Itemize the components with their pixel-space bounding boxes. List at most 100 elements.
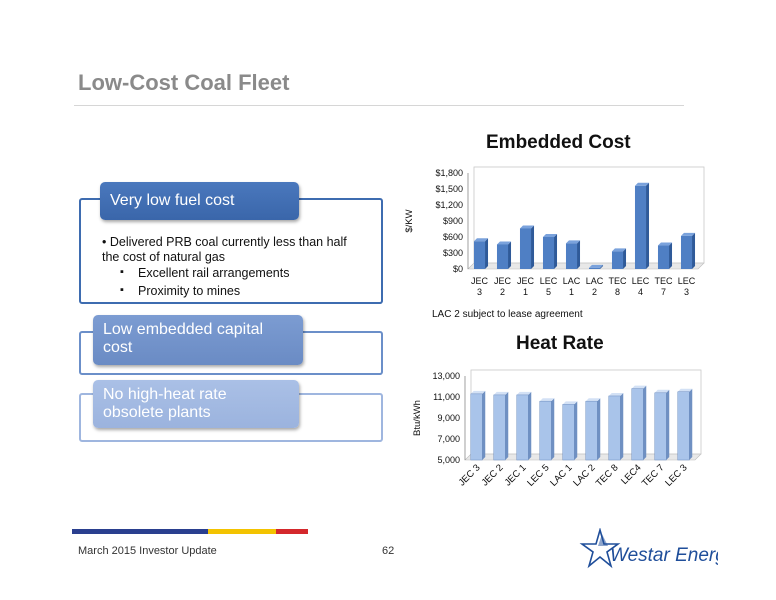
bar — [473, 241, 486, 269]
y-tick-label: 5,000 — [437, 455, 460, 465]
bar-side — [623, 248, 627, 269]
bar-side — [554, 234, 558, 269]
bar-side — [669, 242, 673, 269]
bar — [470, 393, 483, 461]
slide-title: Low-Cost Coal Fleet — [78, 70, 290, 95]
bar-top — [585, 398, 601, 402]
bar — [542, 237, 555, 269]
bar — [496, 244, 509, 269]
y-tick-label: 13,000 — [432, 371, 460, 381]
bar-top — [496, 241, 512, 245]
x-tick-label: TEC — [609, 276, 628, 286]
y-axis-label: $/KW — [404, 209, 415, 232]
bar — [516, 394, 529, 461]
bar-side — [574, 401, 578, 460]
bar — [562, 404, 575, 461]
bullet-text: • Delivered PRB coal currently less than… — [102, 235, 347, 264]
sub-item-mines: Proximity to mines — [120, 284, 240, 298]
bar — [680, 235, 693, 269]
y-tick-label: $300 — [443, 248, 463, 258]
bar-top — [634, 182, 650, 186]
y-tick-label: $900 — [443, 216, 463, 226]
page-number: 62 — [382, 545, 395, 557]
bar-top — [562, 401, 578, 405]
bar — [654, 392, 667, 461]
x-tick-label: LAC — [563, 276, 581, 286]
x-tick-label: 5 — [546, 287, 551, 297]
fuel-cost-label: Very low fuel cost — [100, 182, 299, 220]
bar-top — [631, 385, 647, 389]
x-tick-label: LAC 1 — [548, 462, 574, 488]
x-tick-label: LEC — [678, 276, 696, 286]
bar — [631, 388, 644, 461]
x-tick-label: JEC 2 — [480, 462, 506, 488]
plot-area — [473, 166, 705, 264]
y-tick-label: $1,200 — [435, 200, 463, 210]
bar — [634, 185, 647, 269]
bar-side — [689, 388, 693, 460]
x-tick-label: LEC 3 — [663, 462, 689, 488]
bar-side — [505, 391, 509, 460]
x-tick-label: JEC 3 — [457, 462, 483, 488]
footer-bar-yellow — [208, 529, 276, 534]
bar-side — [600, 264, 604, 269]
x-tick-label: TEC 8 — [594, 462, 621, 489]
x-tick-label: TEC — [655, 276, 674, 286]
bar-top — [473, 238, 489, 242]
x-tick-label: 2 — [592, 287, 597, 297]
bar-top — [519, 225, 535, 229]
bar-top — [657, 242, 673, 246]
y-tick-label: 9,000 — [437, 413, 460, 423]
x-tick-label: LEC 5 — [525, 462, 551, 488]
bar-side — [485, 238, 489, 269]
bar-top — [516, 391, 532, 395]
bar-side — [597, 398, 601, 460]
bar — [519, 228, 532, 269]
heat-rate-label: No high-heat rate obsolete plants — [93, 380, 299, 428]
chart-note: LAC 2 subject to lease agreement — [432, 309, 583, 320]
y-tick-label: $1,800 — [435, 168, 463, 178]
y-tick-label: $600 — [443, 232, 463, 242]
bar-side — [528, 391, 532, 460]
bar-top — [654, 389, 670, 393]
x-tick-label: 4 — [638, 287, 643, 297]
bar-side — [482, 390, 486, 460]
y-tick-label: 11,000 — [433, 392, 460, 402]
capital-cost-label: Low embedded capital cost — [93, 315, 303, 365]
x-tick-label: JEC — [517, 276, 535, 286]
heat-rate-title: Heat Rate — [516, 333, 604, 354]
bar — [588, 267, 601, 269]
svg-text:Westar Energy.: Westar Energy. — [610, 545, 718, 566]
x-tick-label: JEC — [494, 276, 512, 286]
y-axis-label: Btu/kWh — [412, 400, 423, 436]
bar-top — [542, 234, 558, 237]
westar-logo: Westar Energy. — [579, 528, 718, 569]
x-tick-label: 7 — [661, 287, 666, 297]
bar-top — [680, 232, 696, 236]
embedded-cost-title: Embedded Cost — [486, 132, 631, 153]
x-tick-label: 3 — [684, 287, 689, 297]
footer-bar-blue — [72, 529, 208, 534]
bar — [611, 251, 624, 269]
bar-top — [608, 392, 624, 396]
x-tick-label: LAC 2 — [571, 462, 597, 488]
bar-side — [531, 225, 535, 269]
bar — [677, 391, 690, 461]
x-tick-label: 8 — [615, 287, 620, 297]
x-tick-label: LEC — [632, 276, 650, 286]
bar-side — [508, 241, 512, 269]
bar-top — [677, 388, 693, 392]
embedded-cost-chart: $0$300$600$900$1,200$1,500$1,800$/KWJEC3… — [404, 166, 705, 297]
bar-top — [493, 391, 509, 395]
bar-top — [588, 264, 604, 268]
x-tick-label: 1 — [569, 287, 574, 297]
x-tick-label: LEC — [540, 276, 558, 286]
x-tick-label: LEC4 — [619, 462, 644, 487]
y-tick-label: $1,500 — [435, 184, 463, 194]
bar — [608, 395, 621, 461]
x-tick-label: 2 — [500, 287, 505, 297]
bar-side — [551, 398, 555, 460]
bar-top — [539, 398, 555, 402]
x-tick-label: JEC — [471, 276, 489, 286]
